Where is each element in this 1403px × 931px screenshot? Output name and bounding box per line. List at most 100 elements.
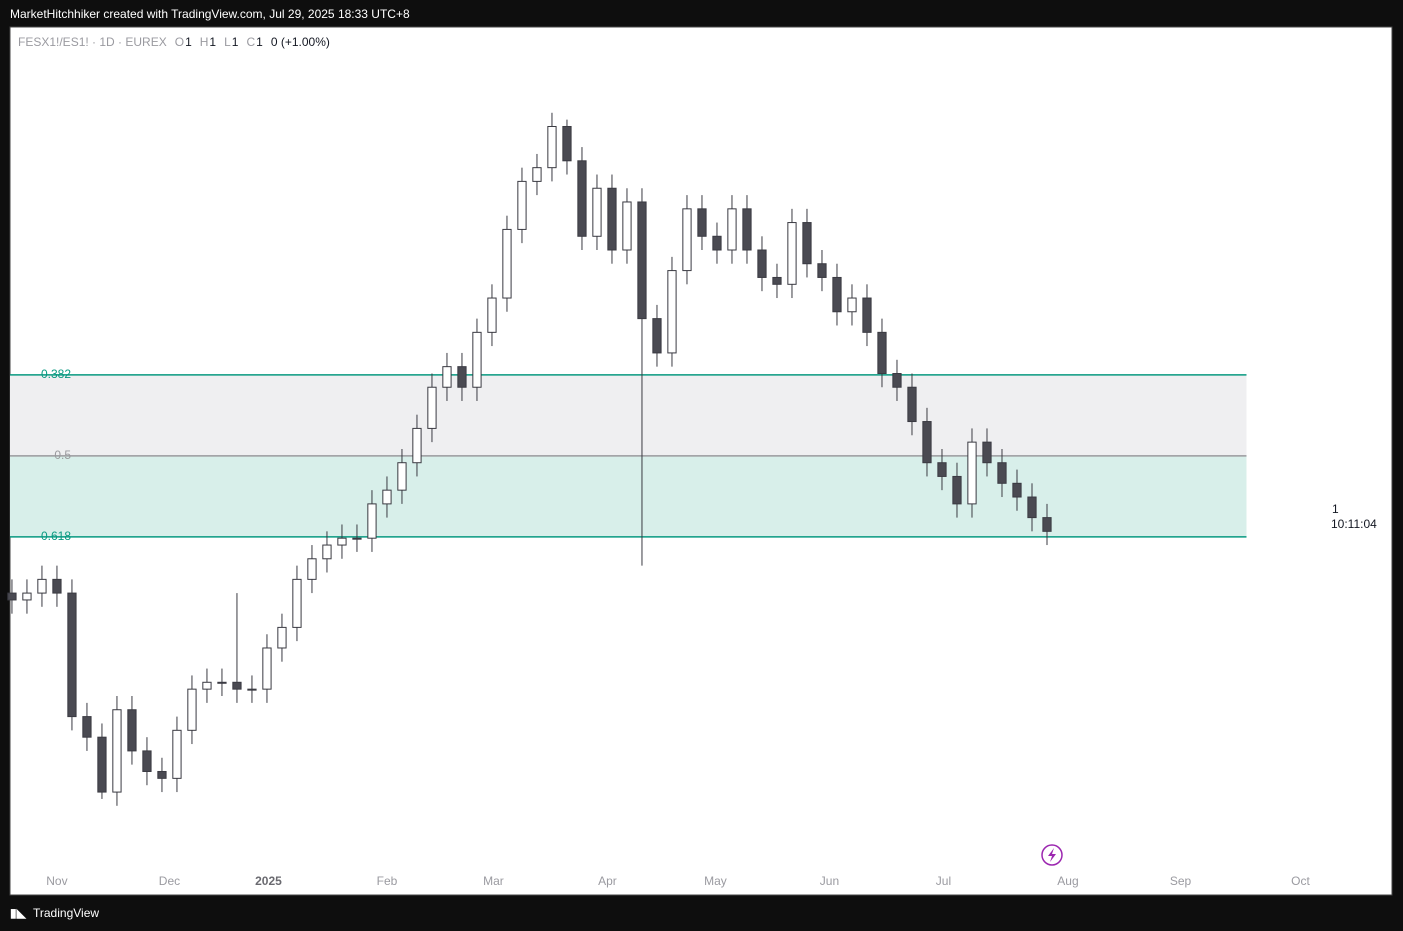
candle-body [622, 201, 632, 251]
price-label: 1 [1332, 502, 1339, 516]
candle-body [907, 386, 917, 423]
candle-body [937, 462, 947, 477]
candle-body [1012, 482, 1022, 498]
candle-body [412, 427, 422, 464]
candle-body [1042, 517, 1052, 532]
bolt-icon[interactable] [1041, 844, 1063, 866]
candle-body [442, 366, 452, 388]
candle-body [667, 270, 677, 354]
candle-body [952, 475, 962, 505]
candle-body [112, 709, 122, 793]
candle-body [847, 297, 857, 313]
candle-body [472, 331, 482, 388]
candle-body [187, 688, 197, 731]
x-tick-label: Jun [820, 874, 839, 888]
candle-body [997, 462, 1007, 484]
ohlc-key: H [200, 35, 209, 49]
candle-body [757, 249, 767, 278]
candle-body [37, 578, 47, 594]
candle-body [262, 647, 272, 690]
candle-body [367, 503, 377, 539]
fib-label: 0.5 [54, 448, 71, 462]
candle-body [892, 373, 902, 388]
candle-body [682, 208, 692, 272]
candle-body [232, 681, 242, 690]
candle-body [607, 187, 617, 251]
candle-body [487, 297, 497, 333]
candle-body [742, 208, 752, 251]
candle-body [817, 263, 827, 278]
candle-body [142, 750, 152, 772]
x-tick-label: Mar [483, 874, 504, 888]
change: 0 (+1.00%) [271, 35, 330, 49]
x-tick-label: Aug [1057, 874, 1078, 888]
logo: ▮◣ [10, 906, 27, 920]
caption: MarketHitchhiker created with TradingVie… [10, 7, 410, 21]
candle-body [982, 441, 992, 464]
candle-body [532, 167, 542, 182]
ohlc-value: 1 [256, 35, 263, 49]
candle-body [877, 331, 887, 375]
candle-body [247, 688, 257, 691]
candle-body [127, 709, 137, 752]
ohlc-value: 1 [185, 35, 192, 49]
candle-body [382, 489, 392, 505]
candle-body [157, 770, 167, 779]
candle-body [562, 125, 572, 162]
candle-body [457, 366, 467, 388]
ohlc-key: C [246, 35, 255, 49]
brand: TradingView [33, 906, 99, 920]
fib-label: 0.382 [41, 367, 71, 381]
candle-body [352, 537, 362, 540]
candle-body [82, 716, 92, 738]
candle-body [307, 558, 317, 580]
candle-body [52, 578, 62, 594]
candle-body [712, 235, 722, 251]
candle-body [7, 592, 17, 601]
candle-body [772, 276, 782, 285]
candle-body [637, 201, 647, 320]
x-tick-label: May [704, 874, 727, 888]
candle-body [202, 681, 212, 690]
candle-body [217, 681, 227, 684]
candle-body [337, 537, 347, 546]
candle-body [547, 125, 557, 169]
x-tick-label: Sep [1170, 874, 1192, 888]
candle-body [727, 208, 737, 251]
candle-body [967, 441, 977, 505]
fib-zone [10, 374, 1247, 456]
x-tick-label: 2025 [255, 874, 282, 888]
candle-body [862, 297, 872, 333]
candle-body [697, 208, 707, 237]
x-tick-label: Dec [159, 874, 180, 888]
fib-zone [10, 455, 1247, 537]
candle-body [427, 386, 437, 429]
fib-label: 0.618 [41, 529, 71, 543]
bolt [1048, 848, 1056, 862]
ohlc-value: 1 [232, 35, 239, 49]
candle-body [787, 222, 797, 285]
candle-body [577, 160, 587, 237]
countdown: 10:11:04 [1331, 517, 1377, 531]
x-tick-label: Apr [598, 874, 617, 888]
candle-body [172, 729, 182, 779]
candle-body [277, 626, 287, 649]
x-tick-label: Jul [936, 874, 951, 888]
candle-body [322, 544, 332, 560]
ohlc-value: 1 [209, 35, 216, 49]
candle-body [832, 276, 842, 313]
candle-body [517, 180, 527, 230]
candle-body [97, 736, 107, 793]
candle-body [292, 578, 302, 628]
candle-body [922, 421, 932, 464]
ohlc-key: O [175, 35, 184, 49]
candle-body [67, 592, 77, 718]
candle-body [652, 318, 662, 354]
candle-body [592, 187, 602, 237]
candle-body [802, 222, 812, 265]
candle-body [502, 228, 512, 299]
candle-body [22, 592, 32, 601]
